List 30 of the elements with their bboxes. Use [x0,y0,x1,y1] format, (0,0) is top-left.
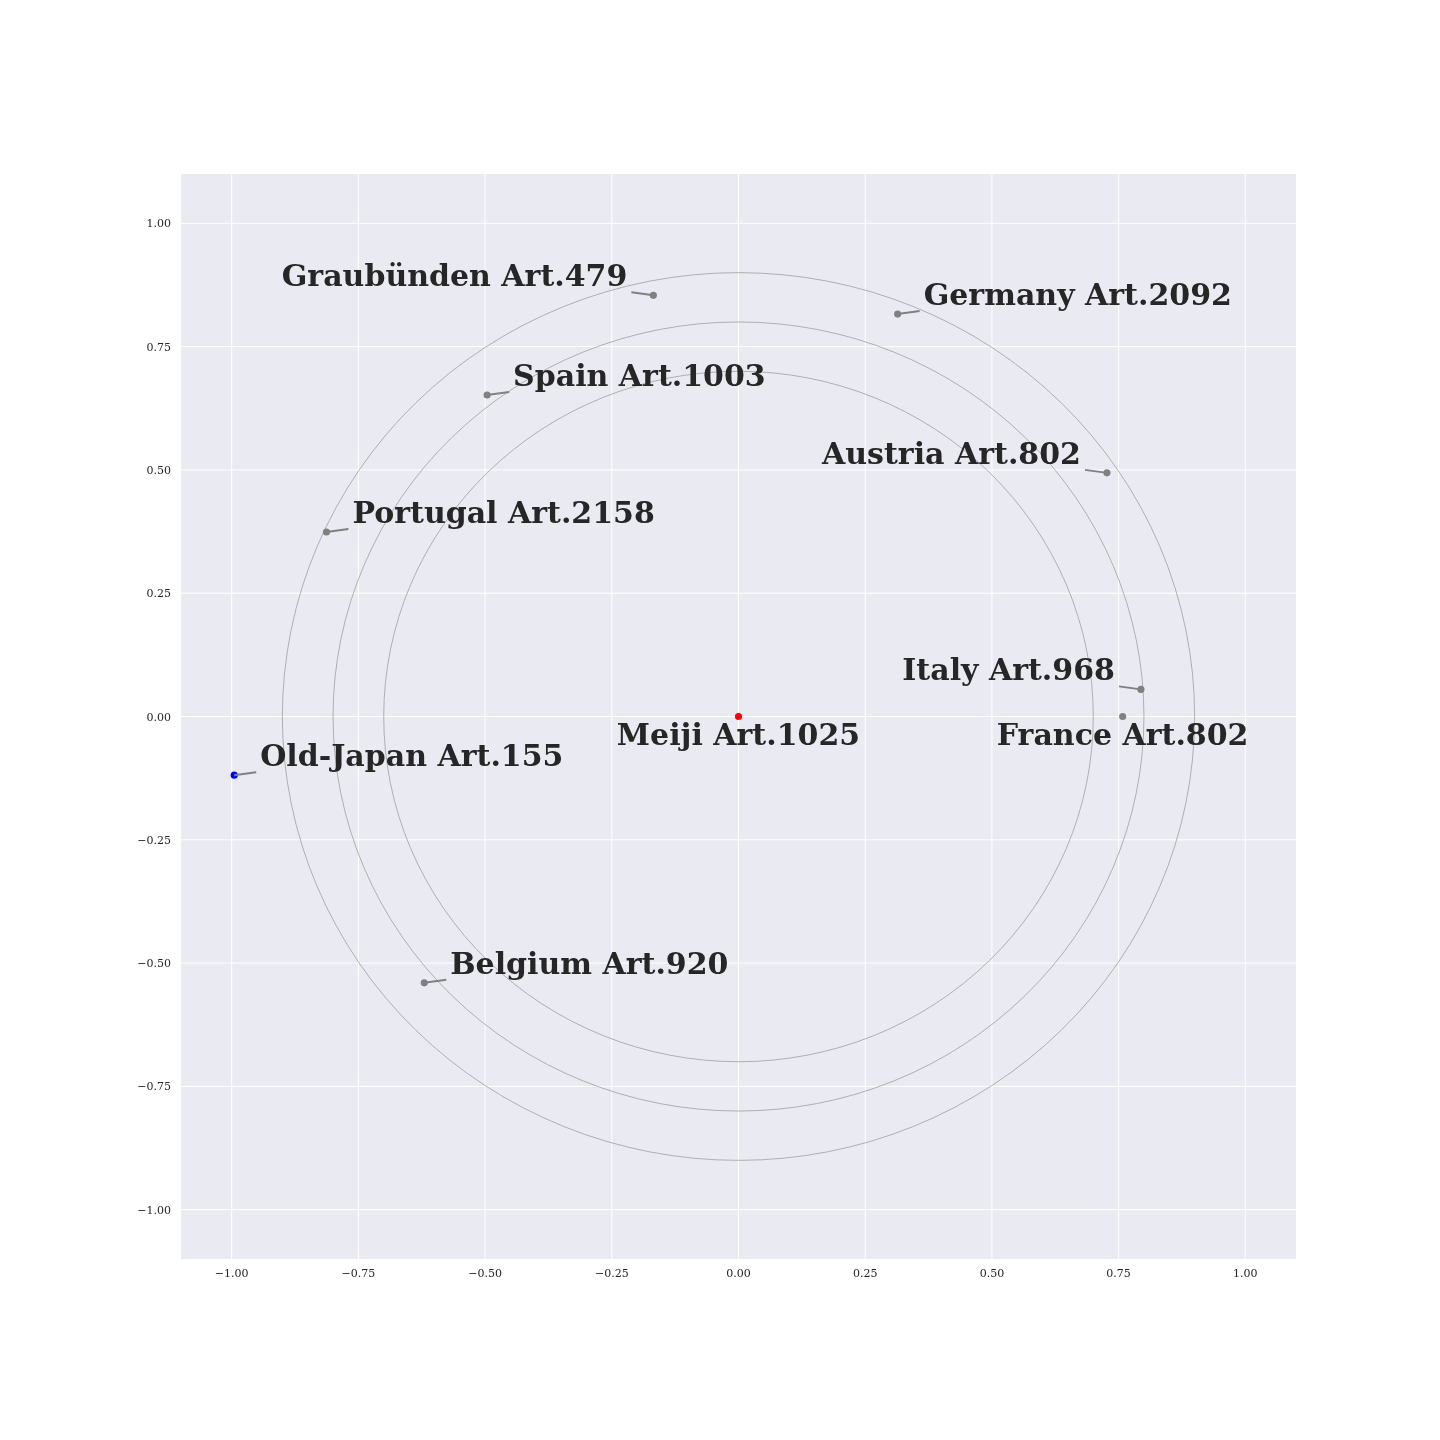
annotation: Belgium Art.920 [450,945,729,981]
x-tick-label: −0.25 [594,1267,629,1280]
y-tick-label: 1.00 [146,217,171,231]
x-tick-label: −1.00 [214,1267,249,1280]
annotation: Old-Japan Art.155 [260,738,564,774]
y-tick-label: 0.75 [146,340,171,354]
y-tick-label: 0.00 [146,710,171,724]
x-tick-label: 0.50 [979,1267,1005,1280]
annotation: Germany Art.2092 [923,277,1232,313]
annotation: Meiji Art.1025 [616,716,861,752]
annotation: France Art.802 [996,716,1249,752]
x-tick-label: 1.00 [1233,1267,1258,1280]
point [1119,712,1127,721]
y-tick-label: −0.25 [137,833,171,847]
x-tick-label: 0.75 [1106,1267,1131,1280]
annotation: Italy Art.968 [902,652,1115,688]
annotation: Portugal Art.2158 [352,495,655,531]
y-tick-label: −1.00 [137,1203,171,1217]
y-tick-label: 0.50 [146,463,171,477]
y-tick-label: −0.50 [137,957,171,971]
annotation: Austria Art.802 [821,435,1081,471]
annotation: Graubünden Art.479 [281,258,628,294]
y-tick-label: 0.25 [146,587,171,601]
x-tick-label: 0.25 [852,1267,878,1280]
x-tick-label: 0.00 [726,1267,751,1280]
x-tick-label: −0.50 [468,1267,502,1280]
annotation: Spain Art.1003 [513,357,766,393]
y-tick-label: −0.75 [137,1080,171,1094]
x-tick-label: −0.75 [341,1267,376,1280]
point [649,291,657,299]
